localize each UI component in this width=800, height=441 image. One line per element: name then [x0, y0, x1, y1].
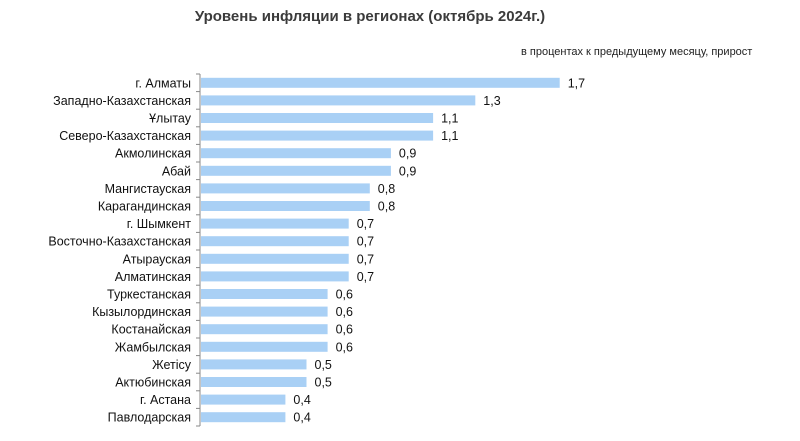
value-label: 0,5: [315, 376, 332, 390]
value-label: 0,7: [357, 217, 374, 231]
category-label: Северо-Казахстанская: [59, 129, 191, 143]
category-label: Жамбылская: [115, 340, 191, 354]
value-label: 0,4: [293, 393, 310, 407]
value-label: 0,9: [399, 147, 416, 161]
value-label: 0,9: [399, 164, 416, 178]
bar: [201, 77, 560, 88]
bar: [201, 130, 434, 141]
chart-title: Уровень инфляции в регионах (октябрь 202…: [194, 8, 546, 25]
value-label: 0,6: [336, 323, 353, 337]
value-label: 0,5: [315, 358, 332, 372]
value-label: 1,3: [483, 94, 500, 108]
bar: [201, 289, 328, 299]
category-label: Западно-Казахстанская: [53, 94, 191, 108]
category-label: Восточно-Казахстанская: [48, 235, 191, 249]
category-label: Ұлытау: [149, 112, 192, 126]
value-label: 0,4: [293, 411, 310, 425]
value-label: 1,1: [441, 129, 458, 143]
value-label: 0,7: [357, 270, 374, 284]
bar: [201, 183, 370, 194]
bar: [201, 113, 434, 123]
bar: [201, 236, 349, 247]
category-label: г. Шымкент: [127, 217, 191, 231]
bar: [201, 412, 286, 423]
bar: [201, 201, 370, 211]
bar: [201, 394, 286, 405]
category-label: Абай: [162, 164, 191, 178]
category-label: Атырауская: [123, 252, 191, 266]
bar: [201, 306, 328, 317]
value-label: 1,7: [568, 76, 585, 90]
category-label: Костанайская: [111, 323, 191, 337]
bar: [201, 359, 307, 370]
category-label: Акмолинская: [115, 147, 191, 161]
value-label: 0,7: [357, 235, 374, 249]
category-label: Павлодарская: [108, 411, 191, 425]
bar: [201, 324, 328, 335]
category-label: Жетісу: [152, 358, 192, 372]
value-label: 0,6: [336, 340, 353, 354]
value-label: 1,1: [441, 112, 458, 126]
chart-subtitle: в процентах к предыдущему месяцу, прирос…: [521, 46, 753, 58]
value-label: 0,8: [378, 182, 395, 196]
value-label: 0,7: [357, 252, 374, 266]
category-label: Актюбинская: [115, 376, 191, 390]
category-label: Мангистауская: [105, 182, 191, 196]
category-label: Туркестанская: [107, 288, 191, 302]
value-label: 0,6: [336, 288, 353, 302]
bar: [201, 148, 391, 159]
value-label: 0,8: [378, 200, 395, 214]
bar: [201, 95, 476, 106]
bar: [201, 165, 391, 176]
bar: [201, 271, 349, 282]
category-label: Кызылординская: [92, 305, 191, 319]
bar: [201, 253, 349, 264]
bar: [201, 218, 349, 229]
bar: [201, 341, 328, 352]
value-label: 0,6: [336, 305, 353, 319]
category-label: Алматинская: [115, 270, 191, 284]
bar: [201, 377, 307, 387]
category-label: г. Алматы: [135, 76, 191, 90]
category-label: г. Астана: [140, 393, 191, 407]
category-label: Карагандинская: [98, 200, 191, 214]
